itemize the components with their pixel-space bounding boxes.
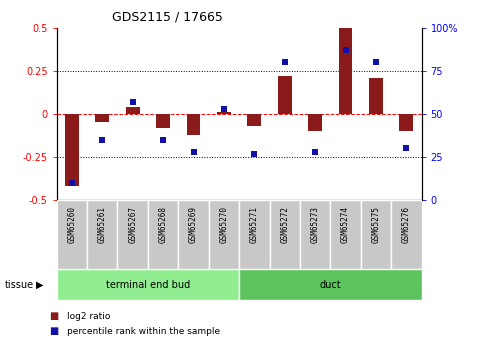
Text: GSM65273: GSM65273 xyxy=(311,206,319,243)
Text: ■: ■ xyxy=(49,312,59,321)
Text: GSM65275: GSM65275 xyxy=(371,206,381,243)
Text: ■: ■ xyxy=(49,326,59,336)
Bar xyxy=(57,269,239,300)
Bar xyxy=(339,28,352,114)
Point xyxy=(68,180,76,186)
Text: GSM65269: GSM65269 xyxy=(189,206,198,243)
Bar xyxy=(57,200,87,269)
Bar xyxy=(239,269,422,300)
Bar xyxy=(217,112,231,114)
Point xyxy=(189,149,197,155)
Bar xyxy=(247,114,261,126)
Point xyxy=(250,151,258,156)
Bar xyxy=(156,114,170,128)
Text: GDS2115 / 17665: GDS2115 / 17665 xyxy=(112,10,223,23)
Text: GSM65260: GSM65260 xyxy=(68,206,76,243)
Bar xyxy=(65,114,79,186)
Text: tissue: tissue xyxy=(5,280,34,289)
Bar xyxy=(126,107,140,114)
Text: GSM65268: GSM65268 xyxy=(159,206,168,243)
Bar xyxy=(330,200,361,269)
Text: percentile rank within the sample: percentile rank within the sample xyxy=(67,327,220,336)
Text: GSM65276: GSM65276 xyxy=(402,206,411,243)
Bar xyxy=(369,78,383,114)
Point xyxy=(129,99,137,105)
Bar xyxy=(187,114,200,135)
Point xyxy=(372,59,380,65)
Text: GSM65270: GSM65270 xyxy=(219,206,228,243)
Bar xyxy=(308,114,322,131)
Point xyxy=(281,59,288,65)
Bar xyxy=(87,200,117,269)
Point xyxy=(159,137,167,142)
Point xyxy=(98,137,106,142)
Bar xyxy=(391,200,422,269)
Bar xyxy=(117,200,148,269)
Text: GSM65274: GSM65274 xyxy=(341,206,350,243)
Text: GSM65271: GSM65271 xyxy=(250,206,259,243)
Text: GSM65267: GSM65267 xyxy=(128,206,137,243)
Bar xyxy=(361,200,391,269)
Text: duct: duct xyxy=(319,280,341,289)
Text: ▶: ▶ xyxy=(35,280,43,289)
Bar xyxy=(399,114,413,131)
Bar xyxy=(178,200,209,269)
Bar xyxy=(239,200,270,269)
Point xyxy=(342,47,350,53)
Bar xyxy=(148,200,178,269)
Point xyxy=(311,149,319,155)
Text: GSM65261: GSM65261 xyxy=(98,206,107,243)
Bar xyxy=(278,76,291,114)
Text: GSM65272: GSM65272 xyxy=(280,206,289,243)
Bar xyxy=(270,200,300,269)
Text: terminal end bud: terminal end bud xyxy=(106,280,190,289)
Bar xyxy=(300,200,330,269)
Text: log2 ratio: log2 ratio xyxy=(67,312,110,321)
Point xyxy=(402,146,410,151)
Bar xyxy=(209,200,239,269)
Bar xyxy=(96,114,109,122)
Point xyxy=(220,106,228,111)
